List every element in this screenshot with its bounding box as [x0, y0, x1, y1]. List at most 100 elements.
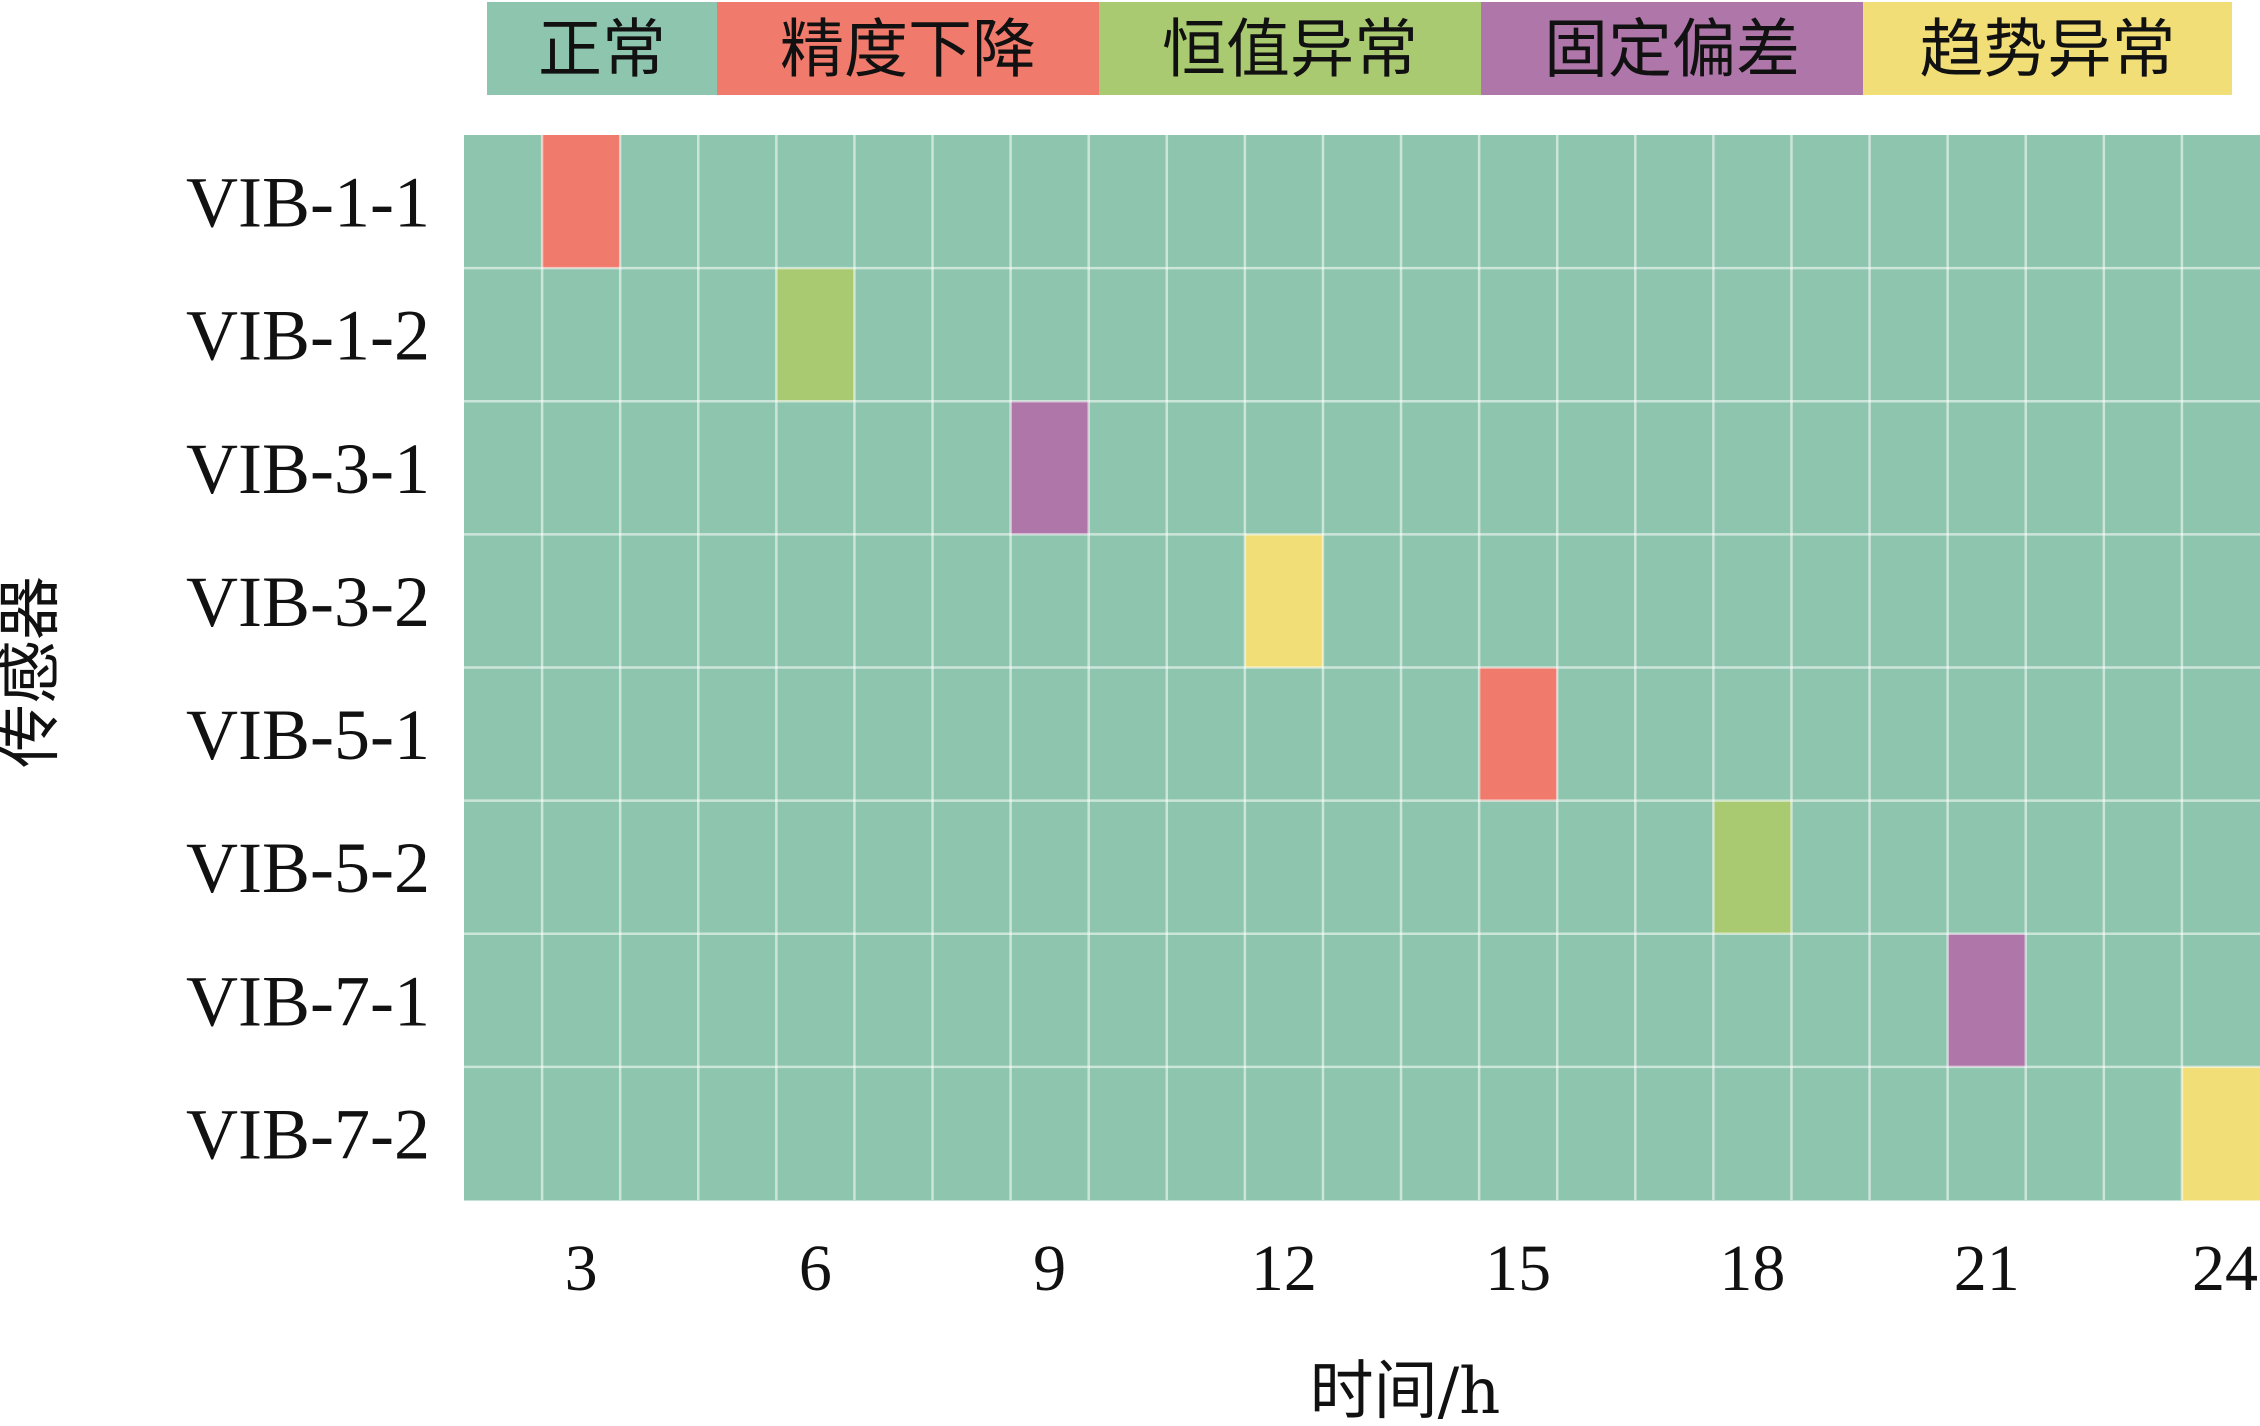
legend-label-5: 趋势异常	[1920, 14, 2176, 88]
heatmap-cell-VIB-5-2-h10	[1088, 800, 1168, 935]
heatmap-cell-VIB-3-1-h8	[932, 401, 1012, 535]
heatmap-cell-VIB-7-1-h10	[1088, 933, 1168, 1068]
heatmap-cell-VIB-1-1-h24	[2181, 135, 2260, 269]
heatmap-cell-VIB-1-1-h23	[2103, 135, 2183, 269]
y-tick-label-VIB-5-1: VIB-5-1	[186, 695, 430, 775]
heatmap-cell-VIB-5-2-h5	[698, 800, 777, 935]
heatmap-cell-VIB-7-2-h13	[1322, 1066, 1402, 1201]
x-tick-label-6: 6	[799, 1232, 832, 1305]
heatmap-cell-VIB-1-2-h14	[1401, 268, 1480, 402]
heatmap-cell-VIB-3-2-h7	[854, 534, 934, 668]
heatmap-cell-VIB-7-2-h4	[620, 1066, 699, 1201]
x-tick-label-12: 12	[1251, 1232, 1317, 1305]
heatmap-cell-VIB-5-1-h24	[2181, 667, 2260, 802]
heatmap-cell-VIB-3-1-h6	[776, 401, 855, 535]
y-tick-label-VIB-5-2: VIB-5-2	[186, 828, 430, 908]
heatmap-cell-VIB-7-2-h7	[854, 1066, 934, 1201]
heatmap-cell-VIB-3-2-h12	[1244, 534, 1324, 668]
heatmap-cell-VIB-7-1-h23	[2103, 933, 2183, 1068]
heatmap-cell-VIB-7-1-h8	[932, 933, 1012, 1068]
heatmap-cell-VIB-5-2-h19	[1791, 800, 1871, 935]
heatmap-cell-VIB-5-1-h19	[1791, 667, 1871, 802]
legend-swatch-4	[1481, 2, 1863, 95]
heatmap-cell-VIB-7-1-h11	[1166, 933, 1246, 1068]
heatmap-cell-VIB-1-2-h17	[1635, 268, 1714, 402]
heatmap-cell-VIB-7-1-h17	[1635, 933, 1714, 1068]
heatmap-cell-VIB-7-2-h18	[1713, 1066, 1792, 1201]
heatmap-cell-VIB-1-2-h18	[1713, 268, 1792, 402]
heatmap-cell-VIB-3-2-h18	[1713, 534, 1792, 668]
heatmap-cell-VIB-3-2-h20	[1869, 534, 1949, 668]
heatmap-cell-VIB-1-2-h4	[620, 268, 699, 402]
y-tick-label-VIB-1-1: VIB-1-1	[186, 163, 430, 243]
heatmap-cell-VIB-5-2-h22	[2025, 800, 2105, 935]
heatmap-cell-VIB-7-2-h8	[932, 1066, 1012, 1201]
heatmap-cell-VIB-7-2-h10	[1088, 1066, 1168, 1201]
heatmap-cell-VIB-3-2-h13	[1322, 534, 1402, 668]
heatmap-cell-VIB-5-1-h12	[1244, 667, 1324, 802]
heatmap-cell-VIB-7-1-h5	[698, 933, 777, 1068]
y-tick-label-VIB-3-2: VIB-3-2	[186, 562, 430, 642]
x-axis-tick-labels: 3 6 9 12 15 18 21 24	[565, 1232, 2258, 1305]
heatmap-cell-VIB-3-2-h23	[2103, 534, 2183, 668]
heatmap-cell-VIB-7-1-h13	[1322, 933, 1402, 1068]
y-tick-label-VIB-7-1: VIB-7-1	[186, 961, 430, 1041]
x-tick-label-15: 15	[1485, 1232, 1551, 1305]
heatmap-cell-VIB-1-2-h3	[542, 268, 621, 402]
heatmap-cell-VIB-3-1-h2	[464, 401, 543, 535]
heatmap-cell-VIB-5-2-h2	[464, 800, 543, 935]
legend-label-1: 正常	[538, 14, 666, 88]
heatmap-cell-VIB-5-2-h21	[1947, 800, 2027, 935]
y-axis-title: 传感器	[0, 576, 68, 768]
heatmap-cell-VIB-1-1-h22	[2025, 135, 2105, 269]
heatmap-cell-VIB-7-2-h22	[2025, 1066, 2105, 1201]
heatmap-cell-VIB-3-1-h9	[1010, 401, 1090, 535]
heatmap-cell-VIB-7-2-h17	[1635, 1066, 1714, 1201]
legend-label-3: 恒值异常	[1162, 14, 1418, 88]
x-tick-label-21: 21	[1954, 1232, 2020, 1305]
heatmap-cell-VIB-5-1-h23	[2103, 667, 2183, 802]
heatmap-cell-VIB-1-1-h5	[698, 135, 777, 269]
heatmap-cell-VIB-3-1-h14	[1401, 401, 1480, 535]
heatmap-cell-VIB-1-1-h8	[932, 135, 1012, 269]
heatmap-cell-VIB-5-2-h17	[1635, 800, 1714, 935]
legend-label-2: 精度下降	[780, 14, 1036, 88]
heatmap-cell-VIB-3-1-h22	[2025, 401, 2105, 535]
heatmap-cell-VIB-7-1-h9	[1010, 933, 1090, 1068]
y-tick-label-VIB-7-2: VIB-7-2	[186, 1094, 430, 1174]
heatmap-cell-VIB-1-2-h21	[1947, 268, 2027, 402]
heatmap-cell-VIB-5-2-h9	[1010, 800, 1090, 935]
heatmap-cell-VIB-3-1-h24	[2181, 401, 2260, 535]
heatmap-cell-VIB-7-2-h14	[1401, 1066, 1480, 1201]
heatmap-cell-VIB-1-2-h22	[2025, 268, 2105, 402]
heatmap-cell-VIB-3-1-h18	[1713, 401, 1792, 535]
heatmap-cell-VIB-5-1-h14	[1401, 667, 1480, 802]
heatmap-cell-VIB-7-2-h24	[2181, 1066, 2260, 1201]
heatmap-cell-VIB-7-2-h9	[1010, 1066, 1090, 1201]
heatmap-cell-VIB-7-1-h21	[1947, 933, 2027, 1068]
heatmap-cell-VIB-3-1-h16	[1557, 401, 1636, 535]
heatmap-cell-VIB-3-2-h10	[1088, 534, 1168, 668]
heatmap-cell-VIB-1-1-h11	[1166, 135, 1246, 269]
y-tick-label-VIB-1-2: VIB-1-2	[186, 296, 430, 376]
heatmap-cell-VIB-7-2-h15	[1479, 1066, 1558, 1201]
heatmap-cell-VIB-7-1-h2	[464, 933, 543, 1068]
heatmap-cell-VIB-5-1-h6	[776, 667, 855, 802]
heatmap-cell-VIB-1-1-h3	[542, 135, 621, 269]
legend-swatch-2	[717, 2, 1099, 95]
heatmap-cell-VIB-3-2-h3	[542, 534, 621, 668]
heatmap-cell-VIB-1-2-h2	[464, 268, 543, 402]
heatmap-cell-VIB-7-2-h6	[776, 1066, 855, 1201]
heatmap-cell-VIB-1-1-h9	[1010, 135, 1090, 269]
heatmap-cell-VIB-7-1-h7	[854, 933, 934, 1068]
heatmap-cell-VIB-5-1-h10	[1088, 667, 1168, 802]
heatmap-cell-VIB-5-1-h8	[932, 667, 1012, 802]
heatmap-cell-VIB-3-1-h17	[1635, 401, 1714, 535]
heatmap-cell-VIB-1-2-h9	[1010, 268, 1090, 402]
heatmap-cell-VIB-3-2-h8	[932, 534, 1012, 668]
x-tick-label-18: 18	[1719, 1232, 1785, 1305]
heatmap-cell-VIB-1-1-h15	[1479, 135, 1558, 269]
heatmap-cell-VIB-3-2-h2	[464, 534, 543, 668]
heatmap-cell-VIB-1-1-h4	[620, 135, 699, 269]
heatmap-cell-VIB-1-1-h13	[1322, 135, 1402, 269]
